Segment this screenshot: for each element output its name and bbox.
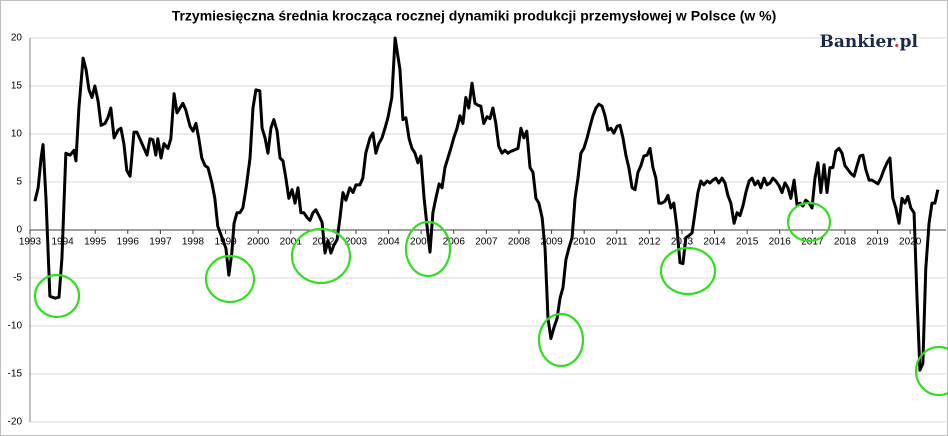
- logo-part: pl: [900, 32, 919, 52]
- plot: [33, 36, 940, 372]
- x-tick-label: 2017: [801, 237, 824, 248]
- x-tick-label: 2012: [638, 237, 661, 248]
- highlight-circle: [404, 220, 452, 278]
- y-tick-label: -5: [13, 273, 22, 284]
- x-tick-label: 2019: [866, 237, 889, 248]
- x-tick-label: 2011: [606, 237, 628, 248]
- x-tick-label: 2020: [899, 237, 922, 248]
- logo-part: .: [894, 32, 900, 52]
- x-tick-label: 2008: [508, 237, 531, 248]
- logo-part: Bankier: [820, 32, 897, 52]
- y-tick-label: -20: [8, 417, 23, 428]
- x-tick-label: 2010: [573, 237, 596, 248]
- y-tick-label: 5: [16, 177, 22, 188]
- x-tick-label: 1996: [117, 237, 140, 248]
- x-tick-label: 2016: [769, 237, 792, 248]
- y-tick-label: 15: [11, 81, 23, 92]
- x-tick-label: 2013: [671, 237, 694, 248]
- x-tick-label: 1997: [149, 237, 172, 248]
- x-tick-label: 2005: [410, 237, 433, 248]
- x-tick-label: 2006: [443, 237, 466, 248]
- x-tick-label: 1993: [19, 237, 42, 248]
- chart-title: Trzymiesięczna średnia krocząca rocznej …: [172, 8, 777, 24]
- y-tick-label: -10: [8, 321, 23, 332]
- highlight-circle: [33, 273, 81, 319]
- x-tick-label: 2014: [703, 237, 726, 248]
- x-tick-label: 2015: [736, 237, 759, 248]
- x-tick-label: 1999: [214, 237, 237, 248]
- x-tick-label: 2007: [475, 237, 498, 248]
- data-line: [33, 36, 940, 372]
- y-tick-label: -15: [8, 369, 23, 380]
- highlight-circle: [659, 246, 717, 296]
- x-tick-label: 2000: [247, 237, 270, 248]
- y-tick-label: 10: [11, 129, 23, 140]
- highlight-circles: [33, 201, 948, 397]
- x-tick-label: 1998: [182, 237, 205, 248]
- x-tick-label: 2001: [280, 237, 303, 248]
- logo: Bankier.pl: [820, 32, 919, 52]
- highlight-circle: [914, 345, 948, 397]
- highlight-circle: [204, 254, 256, 304]
- y-tick-label: 20: [11, 33, 23, 44]
- x-tick-label: 1995: [84, 237, 107, 248]
- x-tick-label: 2009: [540, 237, 563, 248]
- x-tick-label: 2004: [377, 237, 400, 248]
- highlight-circle: [786, 201, 832, 243]
- highlight-circle: [537, 312, 585, 368]
- y-tick-label: 0: [16, 225, 22, 236]
- x-tick-label: 2003: [345, 237, 368, 248]
- x-tick-label: 2018: [834, 237, 857, 248]
- highlight-circle: [290, 227, 352, 285]
